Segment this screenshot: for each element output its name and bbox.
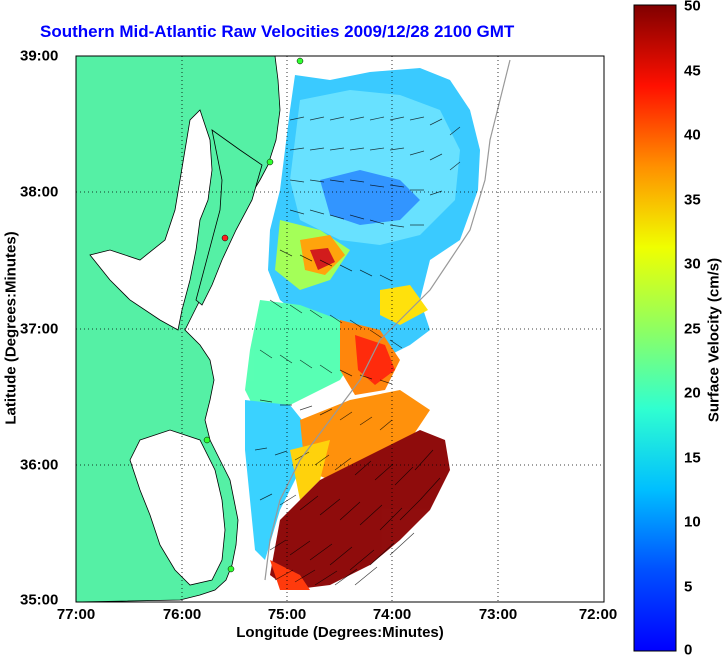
colorbar-tick: 30 bbox=[684, 255, 701, 273]
station-marker bbox=[203, 436, 211, 444]
x-tick-label: 73:00 bbox=[478, 606, 518, 623]
station-marker bbox=[227, 565, 235, 573]
colorbar-tick: 40 bbox=[684, 126, 701, 144]
y-tick-label: 38:00 bbox=[20, 183, 59, 201]
x-tick-label: 75:00 bbox=[267, 606, 307, 623]
x-tick-label: 76:00 bbox=[162, 606, 202, 623]
colorbar-tick: 0 bbox=[684, 641, 693, 659]
colorbar-tick: 15 bbox=[684, 449, 701, 467]
colorbar-tick: 45 bbox=[684, 62, 701, 80]
bathymetry-contour bbox=[264, 59, 511, 581]
station-marker bbox=[296, 57, 304, 65]
map-title: Southern Mid-Atlantic Raw Velocities 200… bbox=[40, 22, 515, 41]
colorbar-tick: 50 bbox=[684, 0, 701, 15]
station-marker bbox=[221, 234, 229, 242]
pamlico-sound bbox=[129, 429, 226, 586]
colorbar-tick: 5 bbox=[684, 578, 693, 596]
x-tick-label: 74:00 bbox=[372, 606, 412, 623]
y-tick-label: 37:00 bbox=[20, 320, 59, 338]
x-tick-label: 72:00 bbox=[578, 606, 618, 623]
x-axis-label: Longitude (Degrees:Minutes) bbox=[236, 624, 444, 641]
y-axis-label: Latitude (Degrees:Minutes) bbox=[2, 231, 20, 425]
map-grid bbox=[76, 56, 604, 602]
y-tick-label: 35:00 bbox=[20, 591, 59, 609]
y-tick-label: 36:00 bbox=[20, 456, 59, 474]
colorbar-tick: 25 bbox=[684, 320, 701, 338]
y-tick-label: 39:00 bbox=[20, 47, 59, 65]
colorbar-tick: 35 bbox=[684, 191, 701, 209]
station-marker bbox=[266, 158, 274, 166]
delmarva-shore bbox=[195, 129, 263, 306]
x-tick-label: 77:00 bbox=[56, 606, 96, 623]
colorbar-tick: 20 bbox=[684, 384, 701, 402]
chesapeake-bay bbox=[89, 109, 213, 331]
colorbar bbox=[633, 4, 677, 652]
colorbar-label: Surface Velocity (cm/s) bbox=[705, 257, 723, 423]
colorbar-tick: 10 bbox=[684, 513, 701, 531]
velocity-vectors bbox=[254, 116, 461, 586]
velocity-field bbox=[245, 68, 480, 590]
